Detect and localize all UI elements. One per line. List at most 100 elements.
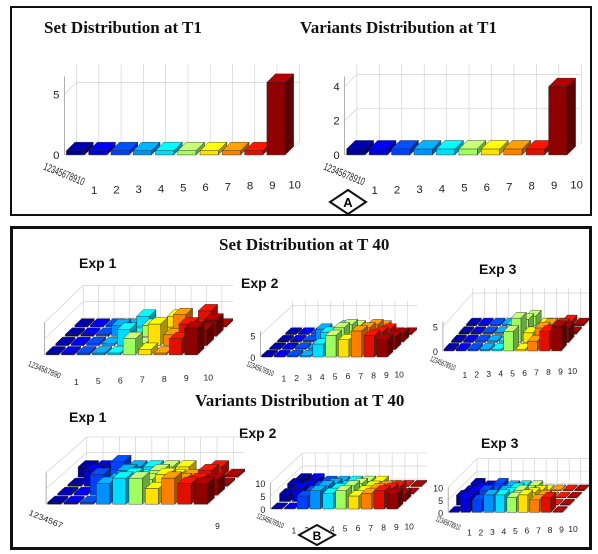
- x-tick-label: 8: [529, 181, 535, 193]
- x-tick-label: 7: [506, 181, 512, 193]
- z-tick-label: 0: [438, 508, 443, 518]
- bar: [74, 318, 95, 328]
- bar: [486, 334, 503, 344]
- bar: [65, 141, 94, 156]
- x-tick-label: 8: [546, 367, 551, 377]
- bar-chart-3d: 1 5 6 7 8 9 10 1234567890: [27, 285, 233, 387]
- x-tick-label: 5: [96, 376, 101, 386]
- x-tick-label: 8: [381, 522, 386, 532]
- x-tick-label: 8: [247, 181, 253, 193]
- panel-b: Set Distribution at T 40 Variants Distri…: [10, 226, 592, 550]
- x-tick-label: 1: [74, 377, 79, 387]
- bar: [376, 333, 394, 358]
- x-tick-label: 3: [490, 527, 495, 537]
- bar: [199, 141, 228, 156]
- x-tick-label: 4: [439, 183, 445, 195]
- bar: [47, 495, 69, 505]
- bar: [76, 345, 97, 356]
- bar: [297, 327, 315, 336]
- x-tick-label: 4: [320, 372, 325, 382]
- panel-a: Set Distribution at T1 Variants Distribu…: [10, 6, 592, 216]
- y-tick-labels: 1234567890: [27, 359, 62, 380]
- z-tick-label: 4: [333, 82, 339, 94]
- x-tick-label: 7: [536, 525, 541, 535]
- x-tick-label: 6: [525, 526, 530, 536]
- bar: [555, 491, 571, 499]
- x-tick-label: 1: [462, 370, 467, 380]
- subplot-title: Exp 1: [79, 255, 117, 271]
- x-tick-label: 1: [371, 185, 377, 197]
- x-tick-label: 5: [180, 183, 186, 195]
- bar: [552, 505, 568, 513]
- x-tick-label: 6: [346, 371, 351, 381]
- bar: [391, 139, 419, 156]
- z-tick-label: 0: [250, 353, 255, 363]
- y-tick-labels: 12345678910: [245, 359, 275, 378]
- bar: [177, 141, 206, 156]
- bar: [60, 345, 82, 356]
- bar: [80, 327, 101, 337]
- x-tick-label: 2: [294, 373, 299, 383]
- x-tick-label: 10: [394, 370, 404, 380]
- bar: [269, 342, 287, 350]
- y-tick-labels: 12345678910: [322, 161, 367, 188]
- x-tick-label: 9: [384, 370, 389, 380]
- x-tick-label: 9: [184, 373, 189, 383]
- bar: [551, 320, 568, 352]
- bar: [548, 77, 577, 156]
- x-tick-label: 10: [288, 179, 301, 191]
- z-tick-label: 0: [260, 505, 265, 515]
- subplot-title: Exp 1: [69, 409, 107, 425]
- z-tick-label: 0: [433, 347, 438, 357]
- x-tick-label: 1: [467, 528, 472, 538]
- bar: [70, 336, 91, 347]
- bar-chart-3d: 9 1234567: [27, 436, 245, 531]
- bar: [55, 336, 76, 347]
- x-tick-label: 9: [215, 521, 220, 531]
- x-tick-label: 9: [269, 180, 275, 192]
- x-tick-label: 5: [510, 368, 515, 378]
- bar: [86, 336, 107, 347]
- z-tick-label: 5: [250, 331, 255, 341]
- bar: [455, 342, 472, 352]
- bar: [562, 484, 578, 492]
- x-tick-label: 10: [568, 524, 578, 534]
- x-tick-label: 4: [502, 526, 507, 536]
- panel-badge-label: B: [313, 529, 322, 543]
- bar: [474, 334, 491, 344]
- bar: [45, 345, 66, 356]
- x-tick-label: 8: [162, 374, 167, 384]
- bar: [368, 139, 397, 156]
- bar: [184, 320, 205, 356]
- x-tick-label: 6: [522, 368, 527, 378]
- x-tick-label: 1: [91, 185, 97, 197]
- x-tick-label: 4: [498, 369, 503, 379]
- bar: [261, 349, 279, 358]
- bar: [410, 480, 427, 488]
- x-tick-label: 7: [534, 367, 539, 377]
- x-tick-label: 7: [358, 371, 363, 381]
- bar: [443, 342, 460, 352]
- x-tick-label: 3: [486, 369, 491, 379]
- panel-badge-label: A: [343, 195, 353, 210]
- x-tick-label: 3: [416, 184, 422, 196]
- x-tick-label: 9: [394, 522, 399, 532]
- z-tick-label: 5: [438, 496, 443, 506]
- z-tick-label: 10: [255, 479, 265, 489]
- x-tick-label: 10: [404, 522, 414, 532]
- x-tick-label: 2: [474, 370, 479, 380]
- bar: [155, 141, 183, 156]
- bar: [477, 317, 494, 327]
- bar: [559, 498, 576, 506]
- x-tick-label: 6: [484, 182, 490, 194]
- bar: [465, 317, 482, 327]
- x-tick-label: 7: [225, 181, 231, 193]
- bar: [285, 327, 303, 336]
- bar: [91, 345, 113, 356]
- chart-title: Set Distribution at T 40: [219, 235, 390, 254]
- x-tick-label: 6: [202, 182, 208, 194]
